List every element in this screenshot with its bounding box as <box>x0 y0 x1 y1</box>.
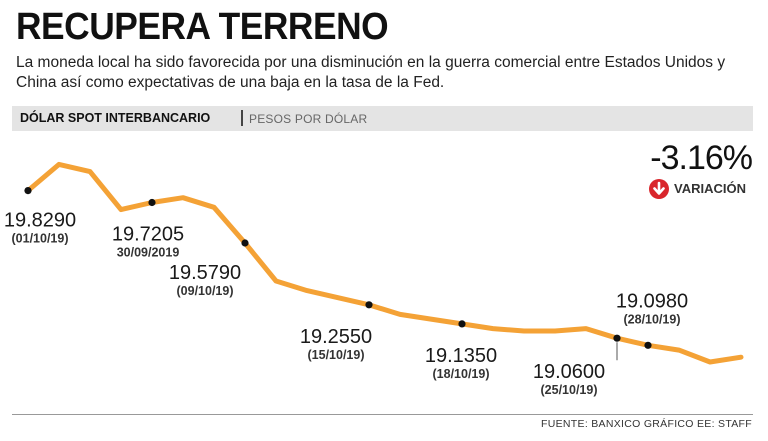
data-point-marker <box>458 320 466 328</box>
units-label: PESOS POR DÓLAR <box>249 112 368 126</box>
series-name: DÓLAR SPOT INTERBANCARIO <box>20 111 211 125</box>
data-label-date: (15/10/19) <box>308 348 365 362</box>
data-label-date: (09/10/19) <box>177 284 234 298</box>
data-label-value: 19.5790 <box>169 262 241 284</box>
data-label-date: (28/10/19) <box>624 312 681 326</box>
bottom-rule <box>12 414 753 415</box>
data-label-value: 19.8290 <box>4 210 76 232</box>
data-label-value: 19.0980 <box>616 290 688 312</box>
data-point-marker <box>148 198 156 207</box>
data-label-date: (25/10/19) <box>541 383 598 397</box>
change-value: -3.16% <box>650 139 753 177</box>
data-point-marker <box>365 301 373 309</box>
data-label-date: (01/10/19) <box>12 232 69 246</box>
arrow-down-icon <box>649 179 669 199</box>
chart-subtitle: La moneda local ha sido favorecida por u… <box>16 54 726 91</box>
data-label-value: 19.7205 <box>112 224 184 246</box>
data-point-marker <box>241 239 249 247</box>
series-header-bar: DÓLAR SPOT INTERBANCARIO PESOS POR DÓLAR <box>12 106 753 131</box>
data-label-date: 30/09/2019 <box>117 246 180 260</box>
data-label-value: 19.2550 <box>300 326 372 348</box>
chart-title: RECUPERA TERRENO <box>16 6 389 48</box>
data-label-value: 19.0600 <box>533 361 605 383</box>
data-point-marker <box>644 341 652 349</box>
source-note: FUENTE: BANXICO GRÁFICO EE: STAFF <box>541 418 752 430</box>
data-label-date: (18/10/19) <box>433 367 490 381</box>
change-label: VARIACIÓN <box>674 181 746 196</box>
data-label-value: 19.1350 <box>425 345 497 367</box>
data-point-marker <box>24 187 32 195</box>
header-separator <box>241 110 243 126</box>
data-point-marker <box>613 334 621 342</box>
series-line <box>25 161 744 365</box>
